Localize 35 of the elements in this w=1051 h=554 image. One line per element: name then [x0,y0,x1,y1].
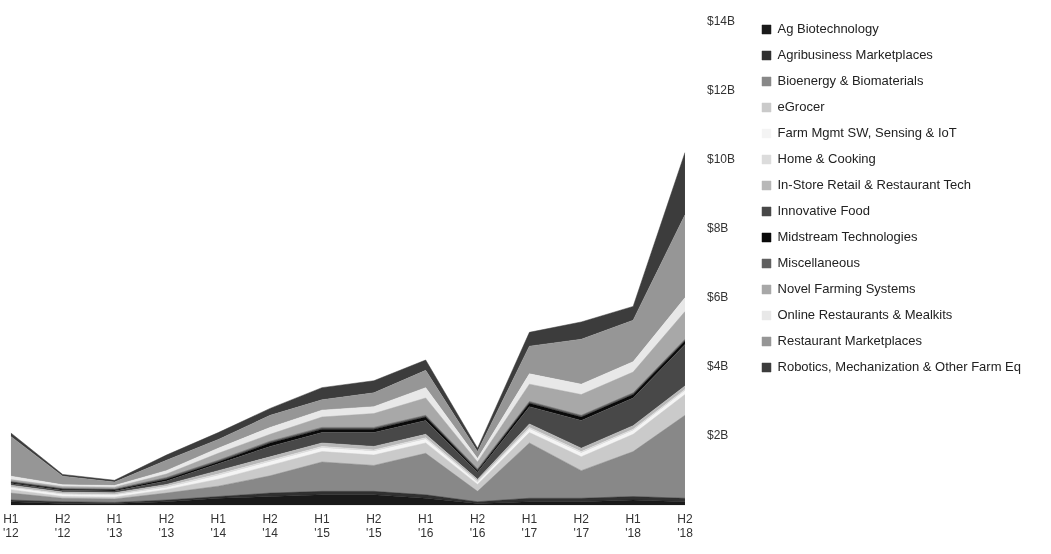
legend-label: Novel Farming Systems [777,281,916,297]
legend-label: Restaurant Marketplaces [777,333,923,349]
legend-label: Bioenergy & Biomaterials [777,73,924,89]
y-tick-label: $6B [706,290,729,305]
legend-label: Innovative Food [777,203,871,219]
x-tick-label: H2 '12 [54,511,71,541]
legend-label: Farm Mgmt SW, Sensing & IoT [777,125,957,141]
x-tick-label: H1 '17 [521,511,538,541]
x-tick-label: H2 '18 [677,511,694,541]
x-tick-label: H1 '14 [210,511,227,541]
y-tick-label: $8B [706,220,729,235]
y-tick-label: $4B [706,359,729,374]
x-tick-label: H1 '16 [417,511,434,541]
legend-label: Miscellaneous [777,255,861,271]
x-tick-label: H2 '16 [469,511,486,541]
y-tick-label: $2B [706,428,729,443]
legend-label: In-Store Retail & Restaurant Tech [777,177,971,193]
legend-label: Home & Cooking [777,151,876,167]
x-tick-label: H2 '13 [158,511,175,541]
x-tick-label: H2 '17 [573,511,590,541]
legend-label: eGrocer [777,99,826,115]
legend-label: Online Restaurants & Mealkits [777,307,953,323]
y-tick-label: $14B [706,13,736,28]
legend-label: Ag Biotechnology [777,21,880,37]
legend-label: Agribusiness Marketplaces [777,47,934,63]
x-tick-label: H1 '15 [314,511,331,541]
y-tick-label: $12B [706,82,736,97]
legend-label: Midstream Technologies [777,229,918,245]
x-tick-label: H2 '14 [262,511,279,541]
legend-label: Robotics, Mechanization & Other Farm Eq [777,359,1022,375]
x-tick-label: H1 '12 [3,511,19,541]
x-tick-label: H1 '13 [106,511,123,541]
y-tick-label: $10B [706,151,736,166]
x-tick-label: H1 '18 [625,511,642,541]
x-tick-label: H2 '15 [366,511,382,541]
